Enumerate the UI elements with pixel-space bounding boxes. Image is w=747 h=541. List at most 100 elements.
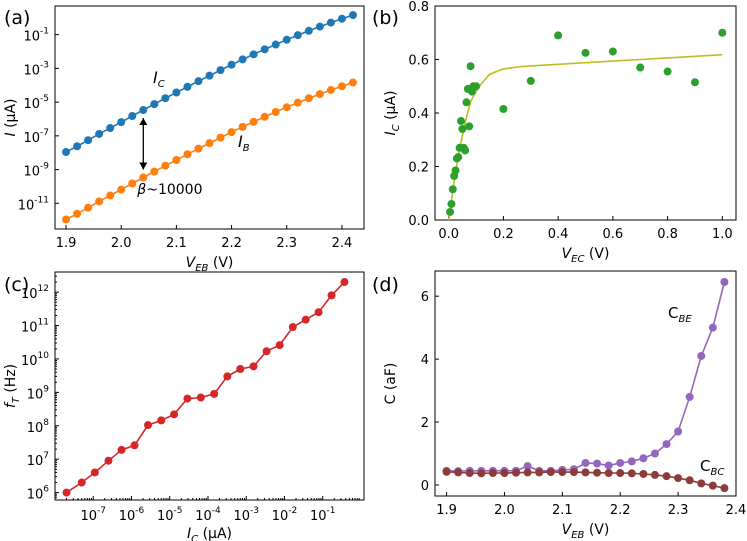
x-tick-label-c: 10-1	[310, 506, 336, 524]
ib-series-point	[271, 107, 280, 116]
ft-series-point	[262, 347, 271, 356]
panel-label-c: (c)	[4, 274, 29, 296]
series-label-ib-main: I	[238, 132, 243, 151]
y-tick-label-a-exp: -9	[40, 162, 49, 172]
cbc-series-point	[558, 468, 567, 477]
x-axis-title-d-sub: EB	[571, 530, 584, 541]
series-label-cbe-main: C	[668, 304, 678, 322]
cbc-series-point	[720, 484, 729, 493]
y-axis-title-a-unit: (μA)	[3, 99, 19, 133]
cbc-series-point	[500, 469, 509, 478]
series-label-ic-main: I	[153, 68, 158, 87]
ib-series-point	[139, 173, 148, 182]
ft-series-point	[288, 323, 297, 332]
cbc-series-point	[708, 481, 717, 490]
cbe-series-point	[720, 278, 729, 287]
ft-series-point	[196, 393, 205, 402]
x-tick-label-c-exp: -7	[97, 506, 106, 516]
ic-data-point	[466, 62, 475, 71]
ic-data-point	[472, 82, 481, 91]
ic-data-point	[461, 146, 470, 155]
x-tick-label-c-base: 10	[272, 509, 289, 524]
plot-frame-b	[434, 5, 737, 221]
ib-series-point	[238, 122, 247, 131]
ic-series-point	[183, 82, 192, 91]
x-tick-label-d: 2.0	[494, 503, 515, 518]
ib-series-point	[128, 179, 137, 188]
x-tick-label-b: 0.2	[493, 227, 514, 242]
x-axis-title-c: IC (μA)	[187, 526, 232, 541]
ib-series-point	[183, 150, 192, 159]
cbc-series-point	[662, 472, 671, 481]
x-tick-label-c-base: 10	[80, 509, 97, 524]
ib-series-point	[282, 103, 291, 112]
ib-series-point	[293, 98, 302, 107]
ft-series-line	[66, 281, 346, 494]
ib-series-point	[62, 215, 71, 224]
ic-series-point	[337, 14, 346, 23]
ic-series-point	[117, 118, 126, 127]
ic-series-point	[326, 18, 335, 27]
ic-series-point	[84, 136, 93, 145]
ic-data-point	[447, 199, 456, 208]
ic-data-point	[581, 48, 590, 57]
cbc-series-point	[674, 474, 683, 483]
y-tick-label-b: 0.0	[408, 214, 429, 229]
x-tick-label-c-exp: -2	[288, 506, 297, 516]
y-tick-label-a: 10-5	[23, 94, 49, 112]
ic-series-point	[282, 35, 291, 44]
ib-series-point	[84, 203, 93, 212]
y-tick-label-c-exp: 6	[43, 485, 49, 495]
series-label-cbe-sub: BE	[678, 314, 692, 325]
y-tick-label-b: 0.8	[408, 0, 429, 15]
ft-series-point	[104, 456, 113, 465]
y-tick-label-a: 10-9	[23, 162, 49, 180]
y-tick-label-c-exp: 12	[38, 284, 49, 294]
x-tick-label-c: 10-2	[272, 506, 298, 524]
y-tick-label-c: 106	[27, 485, 50, 503]
beta-symbol: β	[136, 182, 146, 198]
x-tick-label-a: 1.9	[56, 236, 77, 251]
cbe-series-point	[616, 458, 625, 467]
x-axis-title-c-main: I	[187, 526, 191, 541]
y-tick-label-a: 10-7	[23, 128, 49, 146]
x-tick-label-c-base: 10	[310, 509, 327, 524]
ic-data-point	[458, 125, 467, 134]
fit-curve	[447, 53, 723, 221]
ic-data-point	[451, 166, 460, 175]
y-axis-title-b: IC (μA)	[383, 91, 402, 136]
x-tick-label-c-exp: -1	[327, 506, 336, 516]
ic-series-point	[249, 50, 258, 59]
ft-series-point	[327, 291, 336, 300]
x-tick-label-d: 2.4	[726, 503, 747, 518]
y-tick-label-c: 1011	[21, 318, 49, 336]
cbc-series-point	[627, 469, 636, 478]
ib-series-point	[150, 167, 159, 176]
ft-series-point	[275, 341, 284, 350]
y-axis-title-c-sub: T	[11, 396, 22, 403]
x-axis-title-d: VEB (V)	[562, 522, 610, 541]
x-tick-label-b: 0.8	[657, 227, 678, 242]
cbc-series-point	[477, 469, 486, 478]
ft-series-point	[210, 389, 219, 398]
y-tick-label-a-base: 10	[23, 30, 40, 45]
ic-series-point	[293, 31, 302, 40]
x-tick-label-a: 2.4	[332, 236, 353, 251]
ib-series-point	[304, 94, 313, 103]
cbc-series-point	[546, 468, 555, 477]
ib-series-point	[315, 90, 324, 99]
panel-label-a: (a)	[4, 7, 30, 29]
y-tick-label-a-exp: -3	[40, 60, 49, 70]
cbe-series-point	[604, 461, 613, 470]
ft-series-point	[223, 372, 232, 381]
beta-value: ~10000	[146, 182, 202, 198]
y-tick-label-d: 4	[421, 353, 429, 368]
x-tick-label-a: 2.3	[276, 236, 297, 251]
x-tick-label-c-exp: -4	[212, 506, 221, 516]
ic-series-point	[161, 94, 170, 103]
ft-series-point	[170, 410, 179, 419]
cbc-series-point	[593, 468, 602, 477]
x-tick-label-a: 2.1	[166, 236, 187, 251]
y-tick-label-a-base: 10	[23, 165, 40, 180]
cbe-series-point	[639, 454, 648, 463]
